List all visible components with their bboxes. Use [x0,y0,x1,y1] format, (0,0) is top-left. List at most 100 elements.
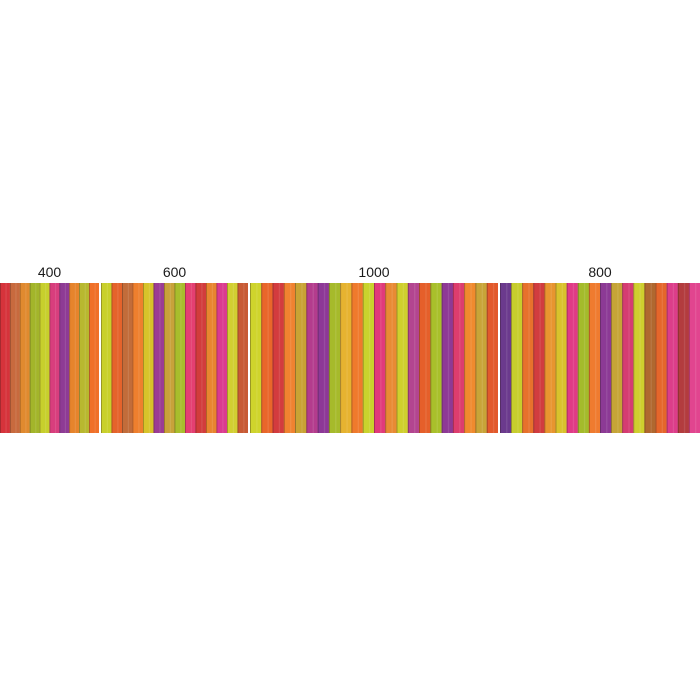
plank-grain [323,283,326,433]
plank-grain [425,283,427,433]
plank [577,283,589,433]
plank [362,283,375,433]
plank [79,283,90,433]
plank [385,283,397,433]
plank-grain [312,283,314,433]
plank-seam [407,283,409,433]
plank [677,283,689,433]
plank [430,283,442,433]
plank-seam [174,283,176,433]
plank [464,283,476,433]
plank [174,283,186,433]
plank [374,283,386,433]
plank-seam [216,283,218,433]
plank-seam [522,283,524,433]
plank [163,283,175,433]
plank-seam [340,283,342,433]
plank [101,283,112,433]
plank-seam [317,283,319,433]
plank-seam [555,283,557,433]
plank-seam [206,283,207,433]
plank-seam [19,283,21,433]
plank [419,283,431,433]
plank-seam [39,283,41,433]
plank [544,283,556,433]
plank-seam [500,283,501,433]
plank-grain [402,283,405,433]
plank-grain [267,283,269,433]
plank-seam [283,283,285,433]
plank-grain [683,283,686,433]
plank-seam [272,283,274,433]
panel-400: 400 [0,262,99,434]
plank-grain [301,283,303,433]
plank-grain [695,283,697,433]
plank-grain [232,283,235,433]
plank-grain [243,283,245,433]
plank-seam [396,283,398,433]
plank [441,283,454,433]
plank [533,283,545,433]
plank-seam [306,283,308,433]
plank-grain [5,283,7,433]
plank [195,283,207,433]
plank [111,283,123,433]
plank-seam [486,283,488,433]
plank-seam [295,283,296,433]
plank-seam [644,283,646,433]
plank-seam [59,283,61,433]
plank-grain [278,283,281,433]
plank-seam [452,283,454,433]
plank-grain [94,283,96,433]
plank [295,283,307,433]
plank-grain [290,283,292,433]
plank [622,283,634,433]
plank-grain [617,283,619,433]
plank-seam [385,283,387,433]
plank-seam [533,283,535,433]
plank-grain [117,283,119,433]
plank-seam [261,283,263,433]
plank [555,283,567,433]
plank [611,283,623,433]
plank [272,283,284,433]
plank-grain [15,283,17,433]
plank-seam [362,283,364,433]
plank-grain [84,283,86,433]
plank-seam [142,283,144,433]
plank-grain [211,283,214,433]
plank-seam [351,283,353,433]
panel-800: 800 [500,262,700,434]
plank-seam [111,283,113,433]
plank [49,283,60,433]
plank [644,283,656,433]
plank [226,283,238,433]
plank-grain [550,283,552,433]
plank [142,283,154,433]
plank-seam [0,283,1,433]
plank-grain [222,283,224,433]
plank-grain [583,283,586,433]
plank-seam [250,283,251,433]
plank [39,283,50,433]
plank [216,283,228,433]
plank [396,283,408,433]
plank-grain [35,283,37,433]
plank [340,283,352,433]
plank-grain [595,283,597,433]
plank-seam [677,283,679,433]
panel-label: 600 [162,264,187,280]
plank-seam [195,283,197,433]
plank-grain [572,283,575,433]
plank-seam [430,283,432,433]
plank-grain [517,283,519,433]
plank-seam [577,283,579,433]
plank-seam [419,283,420,433]
plank-seam [511,283,512,433]
plank-seam [9,283,11,433]
wood-planks-image [0,283,99,433]
panel-label: 800 [588,264,612,280]
plank-grain [169,283,172,433]
plank-grain [380,283,382,433]
plank-seam [49,283,51,433]
